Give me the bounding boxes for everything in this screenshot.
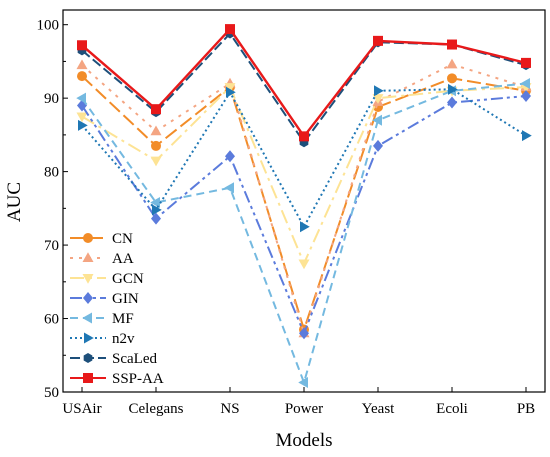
legend-label: GIN	[112, 291, 139, 307]
data-point	[76, 92, 86, 104]
legend-marker	[83, 373, 93, 383]
data-point	[76, 112, 88, 123]
legend-item: GIN	[70, 291, 139, 307]
legend-item: n2v	[70, 331, 135, 347]
data-point	[224, 182, 234, 194]
y-tick-label: 90	[44, 91, 59, 107]
y-tick-label: 100	[37, 18, 60, 34]
x-tick-label: USAir	[62, 401, 101, 417]
data-point	[150, 156, 162, 167]
x-axis-label: Models	[276, 430, 333, 451]
data-point	[447, 73, 457, 84]
legend-marker	[83, 353, 93, 363]
data-point	[522, 130, 532, 142]
data-point	[152, 204, 162, 216]
data-point	[521, 89, 531, 102]
series-line	[81, 86, 527, 265]
y-axis-label: AUC	[4, 182, 25, 222]
data-point	[520, 77, 530, 89]
data-point	[225, 24, 235, 35]
data-point	[448, 83, 458, 95]
data-point	[225, 150, 235, 163]
series-line	[81, 27, 527, 138]
x-tick-label: PB	[517, 401, 535, 417]
data-point	[151, 140, 161, 151]
data-point	[78, 119, 88, 131]
plot-frame	[62, 9, 546, 393]
data-point	[299, 327, 309, 340]
legend-item: AA	[70, 251, 134, 267]
data-point	[150, 196, 160, 208]
legend-item: ScaLed	[70, 351, 157, 367]
data-point	[372, 114, 382, 126]
series-ssp-aa	[77, 24, 531, 142]
legend-item: SSP-AA	[70, 371, 164, 387]
legend-label: AA	[112, 251, 134, 267]
y-tick-label: 60	[44, 312, 59, 328]
x-tick-label: NS	[220, 401, 239, 417]
legend-label: n2v	[112, 331, 135, 347]
series-layer	[76, 24, 532, 388]
series-gin	[77, 89, 531, 340]
legend-marker	[82, 252, 94, 262]
data-point	[151, 104, 161, 115]
y-tick-label: 70	[44, 238, 59, 254]
y-tick-label: 50	[44, 385, 59, 401]
x-tick-label: Celegans	[129, 401, 184, 417]
data-point	[373, 139, 383, 152]
data-point	[151, 212, 161, 225]
data-point	[77, 71, 87, 82]
legend-marker	[84, 332, 94, 344]
series-n2v	[78, 83, 532, 233]
legend-label: GCN	[112, 271, 144, 287]
data-point	[447, 39, 457, 50]
series-line	[81, 75, 527, 331]
data-point	[298, 259, 310, 270]
data-point	[372, 94, 384, 104]
data-point	[226, 86, 236, 98]
legend-marker	[83, 292, 93, 304]
legend-label: SSP-AA	[112, 371, 164, 387]
legend-marker	[82, 274, 94, 284]
data-point	[224, 83, 236, 93]
legend-label: CN	[112, 231, 133, 247]
legend-item: MF	[70, 311, 134, 327]
x-axis-ticks: USAir Celegans NS Power Yeast Ecoli PB	[62, 387, 535, 417]
data-point	[298, 376, 308, 388]
legend-item: CN	[70, 231, 133, 247]
y-axis-ticks: 50 60 70 80 90 100	[37, 18, 68, 401]
series-mf	[76, 77, 530, 388]
data-point	[77, 40, 87, 51]
x-tick-label: Power	[285, 401, 323, 417]
legend-marker	[82, 312, 92, 324]
data-point	[374, 85, 384, 97]
x-tick-label: Ecoli	[436, 401, 468, 417]
data-point	[521, 57, 531, 68]
legend-item: GCN	[70, 271, 144, 287]
data-point	[76, 59, 88, 70]
data-point	[300, 221, 310, 233]
legend-label: MF	[112, 311, 134, 327]
legend-label: ScaLed	[112, 351, 157, 367]
legend: CN AA GCN GIN MF n2v ScaLed SSP-AA	[70, 231, 164, 387]
data-point	[299, 131, 309, 142]
legend-marker	[83, 233, 93, 243]
data-point	[150, 125, 162, 136]
data-point	[446, 58, 458, 69]
x-tick-label: Yeast	[362, 401, 395, 417]
series-gcn	[76, 83, 532, 270]
data-point	[373, 35, 383, 46]
y-tick-label: 80	[44, 165, 59, 181]
data-point	[447, 96, 457, 109]
